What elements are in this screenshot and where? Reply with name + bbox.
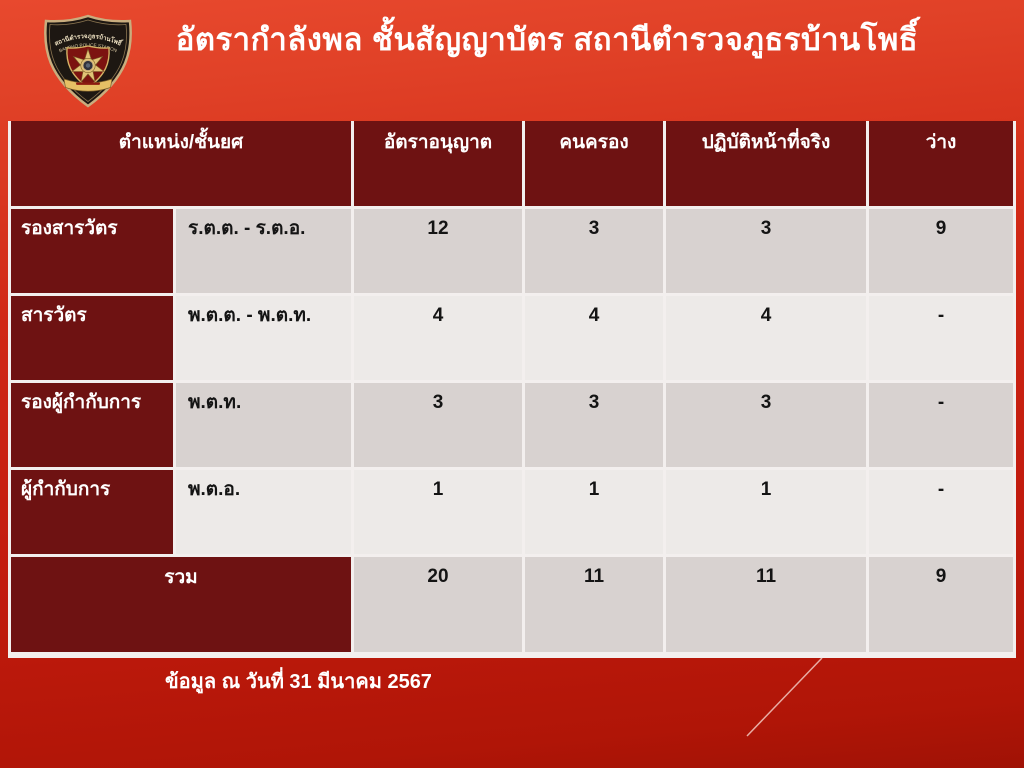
total-actual: 11: [666, 557, 866, 652]
cell-actual: 1: [666, 470, 866, 554]
cell-actual: 4: [666, 296, 866, 380]
title-band: อัตรากำลังพล ชั้นสัญญาบัตร สถานีตำรวจภูธ…: [70, 10, 1024, 110]
personnel-table-wrap: ตำแหน่ง/ชั้นยศ อัตราอนุญาต คนครอง ปฏิบัต…: [8, 121, 1016, 658]
cell-vacant: -: [869, 470, 1013, 554]
total-vacant: 9: [869, 557, 1013, 652]
total-label: รวม: [11, 557, 351, 652]
table-row: รองสารวัตร ร.ต.ต. - ร.ต.อ. 12 3 3 9: [11, 209, 1013, 293]
cell-position: สารวัตร: [11, 296, 173, 380]
table-row: สารวัตร พ.ต.ต. - พ.ต.ท. 4 4 4 -: [11, 296, 1013, 380]
cell-occupied: 3: [525, 383, 663, 467]
cell-occupied: 1: [525, 470, 663, 554]
total-occupied: 11: [525, 557, 663, 652]
cell-rank: พ.ต.อ.: [176, 470, 351, 554]
cell-rank: พ.ต.ท.: [176, 383, 351, 467]
header-position-rank: ตำแหน่ง/ชั้นยศ: [11, 121, 351, 206]
header-actual-duty: ปฏิบัติหน้าที่จริง: [666, 121, 866, 206]
cell-rank: พ.ต.ต. - พ.ต.ท.: [176, 296, 351, 380]
header-occupied: คนครอง: [525, 121, 663, 206]
cell-position: รองผู้กำกับการ: [11, 383, 173, 467]
badge-star-emblem: [71, 48, 105, 84]
page-title: อัตรากำลังพล ชั้นสัญญาบัตร สถานีตำรวจภูธ…: [175, 22, 919, 57]
footer-data-date: ข้อมูล ณ วันที่ 31 มีนาคม 2567: [165, 671, 432, 693]
header-authorized: อัตราอนุญาต: [354, 121, 522, 206]
cell-vacant: -: [869, 296, 1013, 380]
cell-occupied: 4: [525, 296, 663, 380]
total-authorized: 20: [354, 557, 522, 652]
table-header-row: ตำแหน่ง/ชั้นยศ อัตราอนุญาต คนครอง ปฏิบัต…: [11, 121, 1013, 206]
cell-authorized: 1: [354, 470, 522, 554]
table-row: รองผู้กำกับการ พ.ต.ท. 3 3 3 -: [11, 383, 1013, 467]
cell-vacant: 9: [869, 209, 1013, 293]
cell-actual: 3: [666, 383, 866, 467]
personnel-table: ตำแหน่ง/ชั้นยศ อัตราอนุญาต คนครอง ปฏิบัต…: [8, 121, 1016, 655]
table-row: ผู้กำกับการ พ.ต.อ. 1 1 1 -: [11, 470, 1013, 554]
cell-vacant: -: [869, 383, 1013, 467]
cell-position: รองสารวัตร: [11, 209, 173, 293]
cell-occupied: 3: [525, 209, 663, 293]
header-vacant: ว่าง: [869, 121, 1013, 206]
cell-actual: 3: [666, 209, 866, 293]
table-total-row: รวม 20 11 11 9: [11, 557, 1013, 652]
cell-authorized: 4: [354, 296, 522, 380]
cell-authorized: 3: [354, 383, 522, 467]
badge-ribbon: [63, 78, 113, 92]
police-badge-logo: สถานีตำรวจภูธรบ้านโพธิ์ BANPHO POLICE ST…: [40, 13, 136, 109]
cell-rank: ร.ต.ต. - ร.ต.อ.: [176, 209, 351, 293]
cell-authorized: 12: [354, 209, 522, 293]
cell-position: ผู้กำกับการ: [11, 470, 173, 554]
police-badge-icon: สถานีตำรวจภูธรบ้านโพธิ์ BANPHO POLICE ST…: [44, 14, 132, 108]
